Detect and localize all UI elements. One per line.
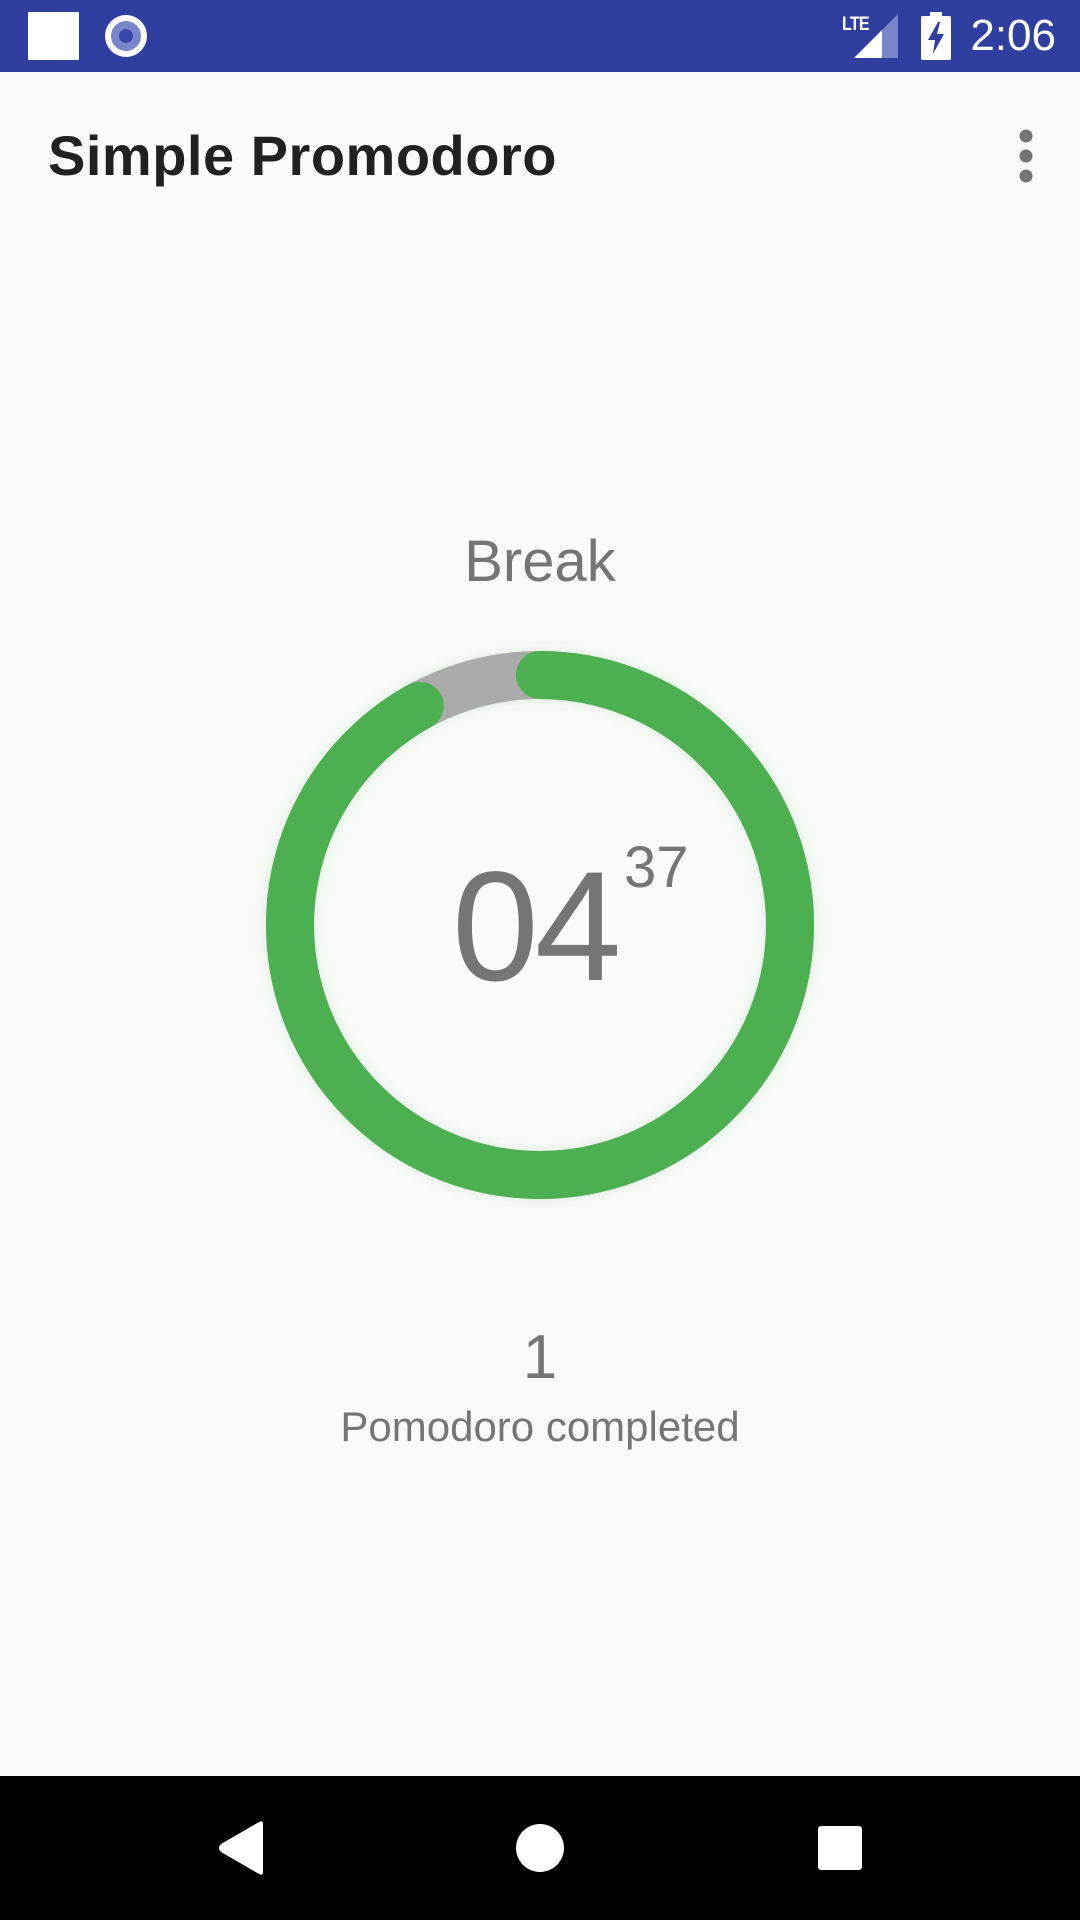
timer-progress-ring[interactable]	[252, 637, 828, 1213]
network-type-label: LTE	[842, 14, 870, 35]
home-button[interactable]	[465, 1776, 615, 1920]
app-bar: Simple Promodoro	[0, 72, 1080, 240]
status-time: 2:06	[970, 11, 1056, 60]
timer-ring-progress	[266, 651, 814, 1199]
status-bar: LTE 2:06	[0, 0, 1080, 72]
home-icon	[516, 1824, 564, 1872]
back-button[interactable]	[165, 1776, 315, 1920]
recording-circle-icon	[105, 15, 147, 57]
lte-signal-icon	[854, 14, 898, 58]
more-vert-icon[interactable]	[998, 124, 1054, 188]
back-icon	[219, 1821, 263, 1875]
recents-icon	[818, 1826, 862, 1870]
phase-label: Break	[464, 529, 616, 594]
timer-seconds: 37	[624, 835, 689, 900]
app-title: Simple Promodoro	[48, 124, 557, 187]
recents-button[interactable]	[765, 1776, 915, 1920]
battery-charging-icon	[921, 12, 951, 60]
completed-count: 1	[522, 1323, 558, 1392]
timer-minutes: 04	[452, 840, 622, 1014]
navigation-bar	[0, 1776, 1080, 1920]
notification-square-icon	[28, 12, 79, 60]
completed-label: Pomodoro completed	[340, 1403, 740, 1450]
